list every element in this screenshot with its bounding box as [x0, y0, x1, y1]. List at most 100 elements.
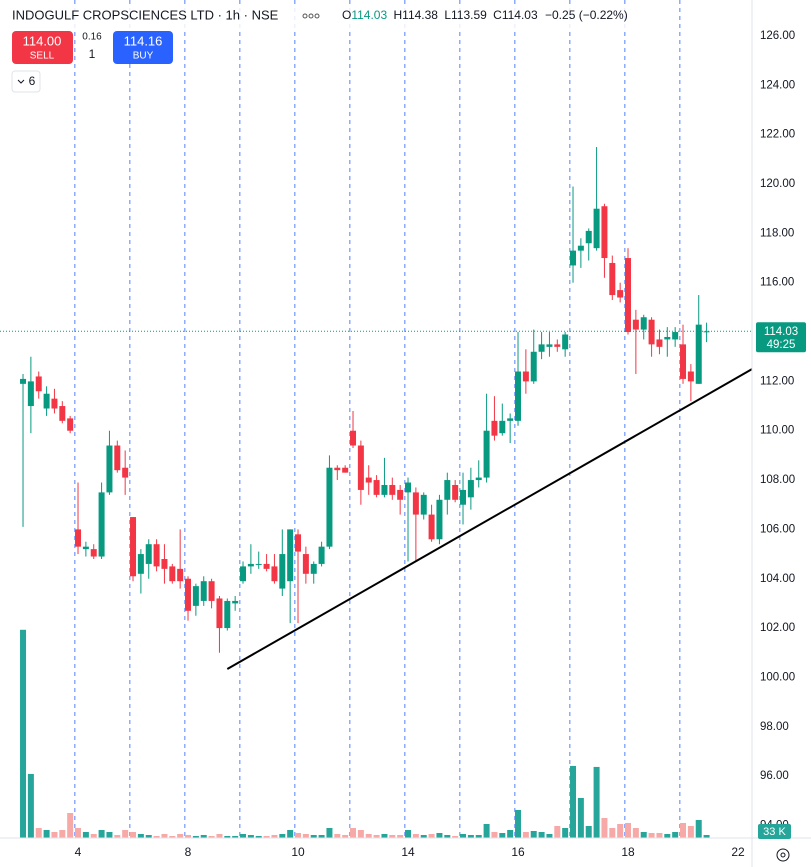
volume-bar — [625, 822, 632, 838]
candle-body — [185, 578, 192, 611]
volume-bar — [405, 829, 412, 838]
symbol[interactable]: INDOGULF CROPSCIENCES LTD · 1h · NSE — [12, 7, 279, 22]
candle-body — [625, 258, 632, 333]
volume-bar — [554, 825, 561, 838]
toggle-bg — [11, 70, 41, 93]
volume-bar — [522, 831, 529, 838]
volume-bar — [90, 833, 97, 838]
indicators-toggle[interactable]: 6 — [11, 70, 41, 93]
sell-button[interactable]: 114.00 SELL — [12, 31, 73, 64]
ohlc-letter: L — [444, 8, 451, 22]
candle-body — [405, 482, 412, 493]
candle-body — [640, 317, 647, 330]
volume-bar — [664, 833, 671, 838]
candle-body — [593, 208, 600, 249]
chevron — [17, 79, 25, 84]
volume-bar — [381, 833, 388, 838]
candle-body — [452, 484, 459, 500]
volume-bar — [67, 812, 74, 838]
volume-bar — [515, 809, 522, 838]
volume-bar — [161, 833, 168, 838]
volume-bar — [428, 833, 435, 838]
volume-bar — [240, 833, 247, 838]
volume-label: 33 K — [763, 826, 786, 838]
candle-body — [161, 558, 168, 569]
volume-bar — [562, 827, 569, 838]
volume-bar — [208, 835, 215, 838]
candle-body — [20, 378, 27, 384]
candle-body — [632, 319, 639, 330]
candle-body — [263, 563, 270, 569]
volume-bar — [672, 831, 679, 838]
candle-body — [145, 544, 152, 564]
volume-bar — [342, 834, 349, 838]
buy-label: BUY — [133, 51, 154, 62]
candle-body — [538, 344, 545, 352]
quantity[interactable]: 1 — [89, 47, 96, 61]
candle-body — [82, 546, 89, 550]
volume-bar — [153, 835, 160, 838]
volume-bar — [507, 829, 514, 838]
volume-bar — [467, 834, 474, 838]
change: −0.25 (−0.22%) — [545, 8, 628, 22]
candle-body — [279, 554, 286, 589]
y-tick-label: 98.00 — [760, 721, 789, 733]
x-tick-label: 18 — [621, 845, 635, 859]
volume-bar — [59, 829, 66, 838]
x-tick-label: 10 — [291, 845, 305, 859]
more-button[interactable] — [302, 13, 320, 19]
candle-body — [114, 445, 121, 471]
volume-bar — [585, 825, 592, 838]
volume-bar — [263, 835, 270, 838]
y-tick-label: 126.00 — [760, 30, 795, 42]
candle-body — [373, 480, 380, 495]
settings-button[interactable] — [776, 848, 790, 862]
volume-bar — [680, 822, 687, 838]
candle-body — [106, 445, 113, 493]
ohlc-value: 113.59 — [451, 8, 487, 22]
candle-body — [664, 336, 671, 340]
header-bg — [4, 4, 654, 28]
candle-body — [342, 467, 349, 473]
volume-bar — [609, 827, 616, 838]
volume-bar — [648, 832, 655, 838]
volume-bar — [43, 829, 50, 838]
x-tick-label: 8 — [185, 845, 192, 859]
volume-bar — [703, 834, 710, 838]
volume-bar — [687, 825, 694, 838]
volume-bar — [114, 834, 121, 838]
volume-bar — [452, 835, 459, 838]
candle-body — [302, 554, 309, 574]
ohlc-value: 114.03 — [351, 8, 387, 22]
candle-body — [247, 563, 254, 567]
buy-button[interactable]: 114.16 BUY — [113, 31, 173, 64]
candle-body — [240, 566, 247, 582]
x-tick-label: 16 — [511, 845, 525, 859]
candle-body — [67, 418, 74, 431]
volume-bar — [27, 773, 34, 838]
volume-bar — [145, 834, 152, 838]
volume-bar — [444, 834, 451, 838]
candle-body — [27, 381, 34, 407]
candle-body — [609, 262, 616, 296]
volume-bar — [20, 629, 27, 838]
volume-bar — [169, 835, 176, 838]
volume-bar — [593, 766, 600, 838]
volume-bar — [436, 832, 443, 838]
volume-bar — [137, 833, 144, 838]
ohlc-legend: O114.03 H114.38 L113.59 C114.03 −0.25 (−… — [342, 8, 628, 22]
volume-bar — [397, 834, 404, 838]
volume-bar — [185, 834, 192, 838]
candle-body — [287, 529, 294, 582]
volume-bar — [570, 765, 577, 838]
indicator-count: 6 — [29, 74, 36, 88]
volume-bar — [656, 832, 663, 838]
candle-body — [397, 489, 404, 500]
candle-body — [546, 344, 553, 347]
spread: 0.16 — [82, 32, 102, 43]
candle-body — [577, 245, 584, 251]
volume-bar — [177, 833, 184, 838]
countdown: 49:25 — [767, 339, 796, 351]
volume-bar — [271, 834, 278, 838]
